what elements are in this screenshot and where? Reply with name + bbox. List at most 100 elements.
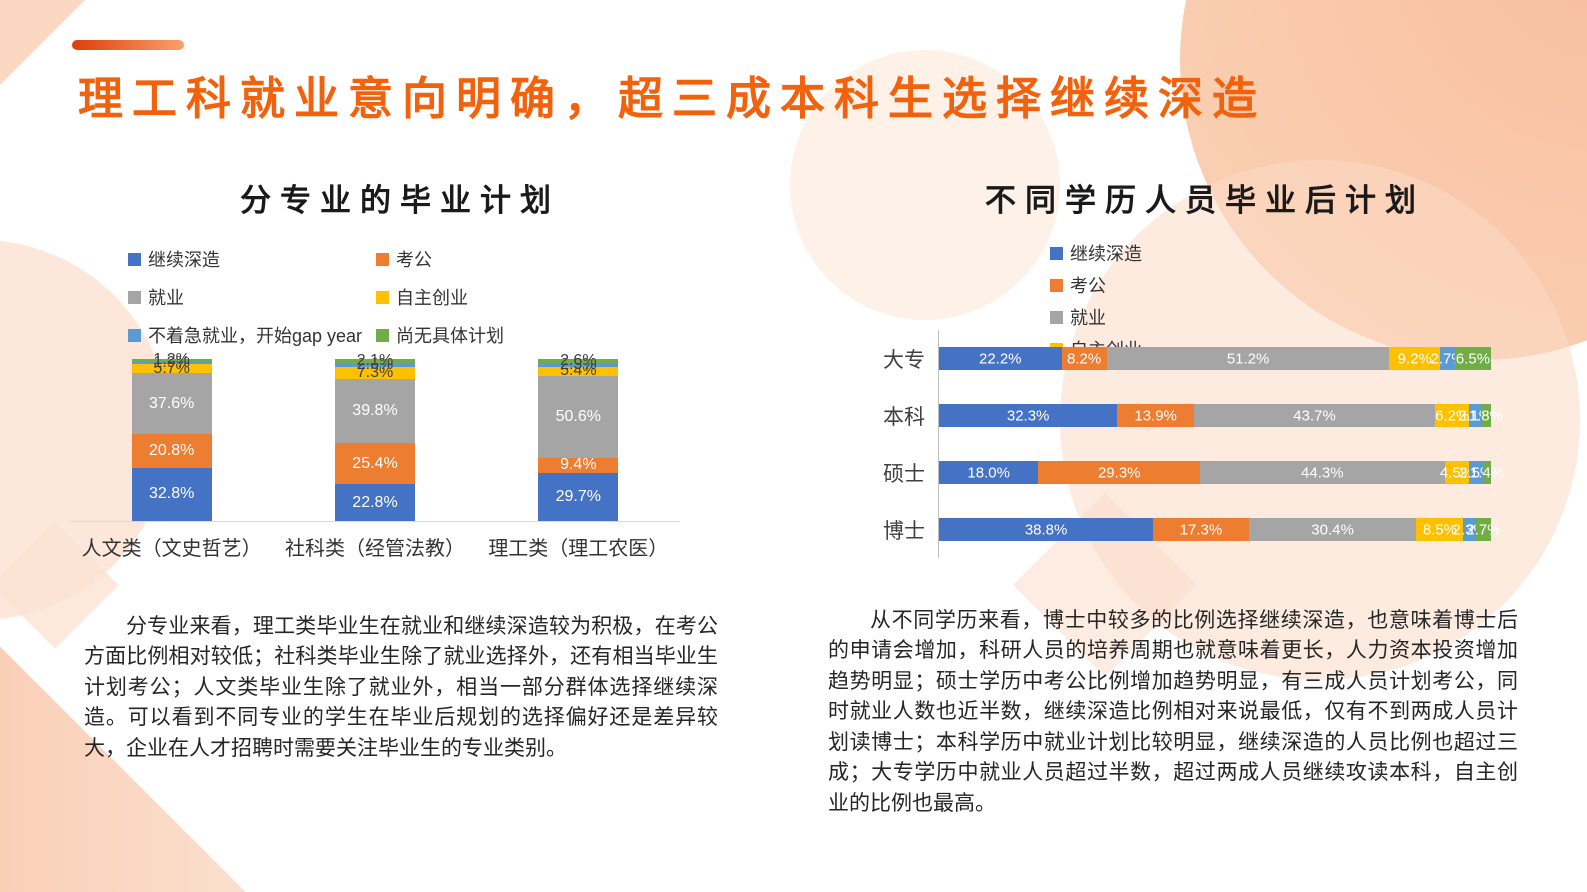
bar-segment-1: 13.9% — [1117, 404, 1194, 427]
bar-segment-1: 25.4% — [334, 443, 415, 485]
stacked-bar: 18.0% 29.3% 44.3% 4.5% 2.5% 1.4% — [939, 461, 1504, 484]
bar-value-label: 50.6% — [555, 407, 601, 425]
bar-segment-5: 2.1% — [334, 352, 415, 368]
stacked-bar: 32.3% 13.9% 43.7% 6.2% 2.1% 1.8% — [939, 404, 1503, 427]
category-label-0: 大专 — [883, 348, 925, 372]
legend-item-4: 不着急就业，开始gap year — [128, 322, 376, 348]
stacked-bar: 32.8% 20.8% 37.6% 5.7% 1.9% 1.2% — [131, 352, 212, 521]
bar-segment-5: 1.2% — [131, 352, 212, 368]
chart-title-left: 分专业的毕业计划 — [240, 183, 560, 218]
bar-row-3: 博士 38.8% 17.3% 30.4% 8.5% 2.3% 2.7% — [855, 501, 1515, 558]
legend-item-1: 考公 — [376, 246, 598, 272]
legend-item-label: 就业 — [148, 288, 184, 308]
bar-segment-3: 9.2% — [1389, 347, 1441, 370]
bar-track: 22.2% 8.2% 51.2% 9.2% 2.7% 6.5% — [938, 330, 1491, 387]
bar-value-label: 8.2% — [1067, 350, 1102, 367]
bar-value-label: 20.8% — [148, 442, 195, 460]
legend-swatch — [128, 290, 141, 304]
bar-value-label: 38.8% — [1024, 521, 1068, 538]
bar-segment-0: 38.8% — [939, 518, 1154, 541]
bar-value-label: 22.8% — [352, 493, 398, 511]
bar-segment-0: 18.0% — [939, 461, 1039, 484]
bar-value-label: 25.4% — [352, 454, 398, 472]
bar-value-label: 9.4% — [560, 456, 597, 474]
legend-item-0: 继续深造 — [1050, 240, 1142, 266]
bar-segment-3: 5.7% — [131, 360, 212, 376]
bar-segment-1: 17.3% — [1153, 518, 1249, 541]
bar-value-label: 9.2% — [1397, 350, 1432, 367]
legend-swatch — [128, 252, 141, 266]
legend-swatch — [376, 252, 389, 266]
page-title: 理工科就业意向明确，超三成本科生选择继续深造 — [78, 73, 1267, 124]
legend-item-0: 继续深造 — [128, 246, 376, 272]
bar-row-2: 硕士 18.0% 29.3% 44.3% 4.5% 2.5% 1.4% — [855, 444, 1515, 501]
bar-segment-4: 2.1% — [1458, 404, 1492, 427]
decorative-blob-title — [790, 50, 1060, 320]
bar-segment-0: 32.3% — [939, 404, 1118, 427]
bar-segment-0: 32.8% — [131, 467, 212, 521]
bar-column-1: 22.8% 25.4% 39.8% 7.3% 2.6% 2.1% — [273, 352, 476, 521]
bar-segment-1: 9.4% — [538, 456, 619, 474]
bar-segment-5: 2.6% — [538, 353, 619, 369]
bar-column-0: 32.8% 20.8% 37.6% 5.7% 1.9% 1.2% — [70, 352, 273, 521]
bar-segment-2: 44.3% — [1200, 461, 1445, 484]
bar-segment-5: 1.8% — [1469, 404, 1503, 427]
bar-value-label: 37.6% — [148, 394, 195, 412]
bar-segment-5: 1.4% — [1470, 461, 1504, 484]
bar-segment-3: 7.3% — [334, 364, 415, 380]
bar-segment-2: 30.4% — [1248, 518, 1417, 541]
bar-segment-5: 6.5% — [1455, 347, 1491, 370]
bar-value-label: 29.7% — [555, 487, 601, 505]
category-label-0: 人文类（文史哲艺） — [81, 538, 262, 560]
analysis-text-left: 分专业来看，理工类毕业生在就业和继续深造较为积极，在考公方面比例相对较低；社科类… — [84, 615, 718, 760]
bar-segment-4: 2.5% — [1459, 461, 1493, 484]
stacked-bar: 22.8% 25.4% 39.8% 7.3% 2.6% 2.1% — [334, 352, 415, 521]
legend-item-label: 考公 — [1070, 276, 1106, 296]
legend-item-label: 尚无具体计划 — [396, 326, 504, 346]
bar-segment-2: 51.2% — [1106, 347, 1390, 370]
bar-track: 38.8% 17.3% 30.4% 8.5% 2.3% 2.7% — [938, 501, 1501, 558]
bar-segment-1: 8.2% — [1061, 347, 1107, 370]
bar-row-0: 大专 22.2% 8.2% 51.2% 9.2% 2.7% 6.5% — [855, 330, 1515, 387]
bar-segment-4: 1.9% — [131, 354, 212, 370]
bar-segment-3: 4.5% — [1440, 461, 1474, 484]
bar-segment-4: 2.6% — [334, 356, 415, 372]
bar-segment-4: 2.3% — [538, 357, 619, 373]
legend-item-3: 自主创业 — [376, 284, 598, 310]
plot-area-right: 大专 22.2% 8.2% 51.2% 9.2% 2.7% 6.5% 本科 32.3% 13.9%… — [855, 330, 1515, 558]
bar-segment-2: 43.7% — [1193, 404, 1436, 427]
bar-segment-1: 29.3% — [1038, 461, 1201, 484]
bar-value-label: 8.5% — [1422, 521, 1458, 538]
legend-swatch — [376, 328, 389, 342]
bar-segment-3: 5.4% — [538, 363, 619, 379]
bar-column-2: 29.7% 9.4% 50.6% 5.4% 2.3% 2.6% — [477, 353, 680, 521]
legend-swatch — [1050, 246, 1063, 260]
legend-item-label: 不着急就业，开始gap year — [148, 326, 363, 346]
legend-left: 继续深造 考公就业 自主创业不着急就业，开始gap year 尚无具体计划 — [128, 246, 598, 348]
plot-area-left: 32.8% 20.8% 37.6% 5.7% 1.9% 1.2% 22.8% 25.4% 39.… — [70, 352, 680, 522]
chart-title-right: 不同学历人员毕业后计划 — [985, 183, 1425, 218]
bar-value-label: 43.7% — [1293, 407, 1336, 424]
bar-value-label: 13.9% — [1134, 407, 1177, 424]
bar-segment-4: 2.7% — [1431, 347, 1465, 370]
category-label-2: 理工类（理工农医） — [488, 538, 669, 560]
bar-value-label: 32.3% — [1006, 407, 1050, 424]
bar-segment-2: 37.6% — [131, 373, 212, 435]
bar-segment-2: 39.8% — [334, 378, 415, 444]
legend-item-2: 就业 — [128, 284, 376, 310]
stacked-bar: 29.7% 9.4% 50.6% 5.4% 2.3% 2.6% — [538, 353, 619, 521]
bar-value-label: 6.2% — [1435, 407, 1470, 424]
legend-item-label: 考公 — [396, 250, 432, 270]
legend-swatch — [376, 290, 389, 304]
category-label-1: 社科类（经管法教） — [284, 538, 465, 560]
bar-segment-0: 22.2% — [939, 347, 1062, 370]
stacked-bar: 22.2% 8.2% 51.2% 9.2% 2.7% 6.5% — [939, 347, 1491, 370]
bar-segment-4: 2.3% — [1453, 518, 1487, 541]
legend-swatch — [128, 328, 141, 342]
bar-track: 18.0% 29.3% 44.3% 4.5% 2.5% 1.4% — [938, 444, 1504, 501]
legend-item-label: 自主创业 — [396, 288, 468, 308]
bar-value-label: 18.0% — [967, 464, 1010, 481]
bar-value-label: 22.2% — [978, 350, 1022, 367]
title-accent-dash — [72, 40, 184, 50]
